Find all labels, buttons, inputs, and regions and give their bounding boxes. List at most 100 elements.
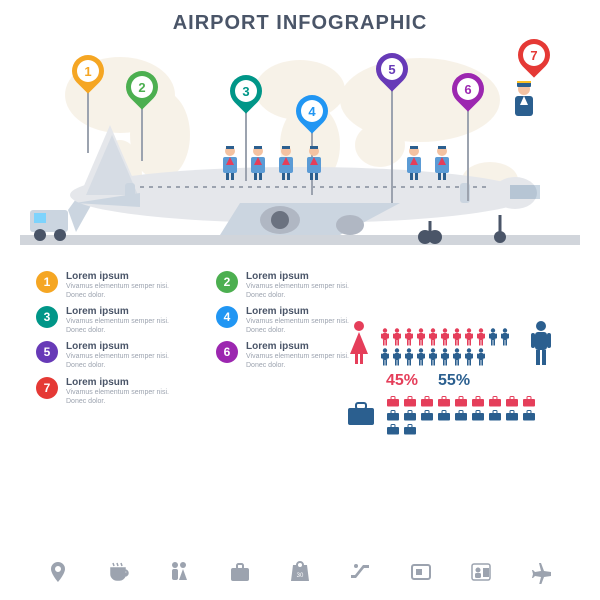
legend-badge: 1 [36,271,58,293]
person-f [428,328,438,346]
map-pin-5: 5 [376,53,408,99]
weight-icon: 30 [288,560,312,584]
legend-item-2: 2 Lorem ipsumVivamus elementum semper nis… [216,271,366,300]
legend-item-5: 5 Lorem ipsumVivamus elementum semper nis… [36,341,186,370]
xray-icon [409,560,433,584]
person-m [464,348,474,366]
female-icon [346,320,372,366]
person-f [380,328,390,346]
person-m [488,328,498,346]
legend-item-6: 6Lorem ipsumVivamus elementum semper nis… [216,341,366,370]
person-m [500,328,510,346]
legend-desc: Vivamus elementum semper nisi. Donec dol… [66,352,186,370]
escalator-icon [348,560,372,584]
legend-heading: Lorem ipsum [66,271,186,282]
legend-item-4: 4Lorem ipsumVivamus elementum semper nis… [216,306,366,335]
case-f [488,394,502,405]
female-pct: 45% [386,372,418,390]
icon-strip: 30 [0,560,600,584]
legend-badge: 2 [216,271,238,293]
person-m [392,348,402,366]
flight-attendant-6 [430,145,454,181]
case-m [488,408,502,419]
flight-attendant-2 [246,145,270,181]
case-m [505,408,519,419]
case-m [403,408,417,419]
case-f [420,394,434,405]
people-icon [167,560,191,584]
person-m [416,348,426,366]
legend-desc: Vivamus elementum semper nisi. Donec dol… [66,317,186,335]
person-f [392,328,402,346]
male-pct: 55% [438,372,470,390]
legend-desc: Vivamus elementum semper nisi. Donec dol… [66,282,186,300]
person-m [404,348,414,366]
suitcase-icon [228,560,252,584]
customs-icon [469,560,493,584]
person-f [452,328,462,346]
page-title: AIRPORT INFOGRAPHIC [0,0,600,35]
case-m [420,408,434,419]
stats-panel: 45% 55% [346,320,576,433]
male-icon [528,320,554,366]
case-f [386,394,400,405]
person-f [476,328,486,346]
suitcase-icon [346,402,376,426]
case-m [437,408,451,419]
case-f [437,394,451,405]
legend-item-3: 3 Lorem ipsumVivamus elementum semper nis… [36,306,186,335]
legend-heading: Lorem ipsum [66,341,186,352]
case-m [471,408,485,419]
coffee-icon [107,560,131,584]
airport-scene: 12 34 567 [20,35,580,265]
legend-badge: 5 [36,341,58,363]
person-m [380,348,390,366]
map-pin-4: 4 [296,95,328,141]
legend-item-7: 7 Lorem ipsumVivamus elementum semper nis… [36,377,186,406]
person-m [476,348,486,366]
person-f [440,328,450,346]
case-m [386,422,400,433]
person-m [440,348,450,366]
flight-attendant-5 [402,145,426,181]
map-pin-6: 6 [452,73,484,119]
map-pin-1: 1 [72,55,104,101]
legend-desc: Vivamus elementum semper nisi. Donec dol… [246,282,366,300]
legend-heading: Lorem ipsum [246,306,366,317]
legend-badge: 3 [36,306,58,328]
flight-attendant-1 [218,145,242,181]
case-f [522,394,536,405]
case-m [386,408,400,419]
legend-heading: Lorem ipsum [66,306,186,317]
legend-badge: 4 [216,306,238,328]
legend-desc: Vivamus elementum semper nisi. Donec dol… [66,388,186,406]
case-f [403,394,417,405]
legend-heading: Lorem ipsum [246,271,366,282]
person-f [416,328,426,346]
person-m [428,348,438,366]
plane-icon [530,560,554,584]
person-f [464,328,474,346]
map-pin-3: 3 [230,75,262,121]
case-f [505,394,519,405]
percentages: 45% 55% [386,372,576,390]
person-m [452,348,462,366]
case-f [454,394,468,405]
pilot-icon [510,81,538,119]
luggage-stats [346,394,576,433]
svg-text:30: 30 [297,573,304,579]
map-pin-7: 7 [518,39,550,85]
case-m [522,408,536,419]
flight-attendant-3 [274,145,298,181]
map-pin-2: 2 [126,71,158,117]
pin-icon [46,560,70,584]
legend-badge: 7 [36,377,58,399]
flight-attendant-4 [302,145,326,181]
legend-badge: 6 [216,341,238,363]
legend-heading: Lorem ipsum [66,377,186,388]
person-f [404,328,414,346]
case-m [454,408,468,419]
case-m [403,422,417,433]
people-stats [346,320,576,366]
legend-item-1: 1 Lorem ipsumVivamus elementum semper nis… [36,271,186,300]
